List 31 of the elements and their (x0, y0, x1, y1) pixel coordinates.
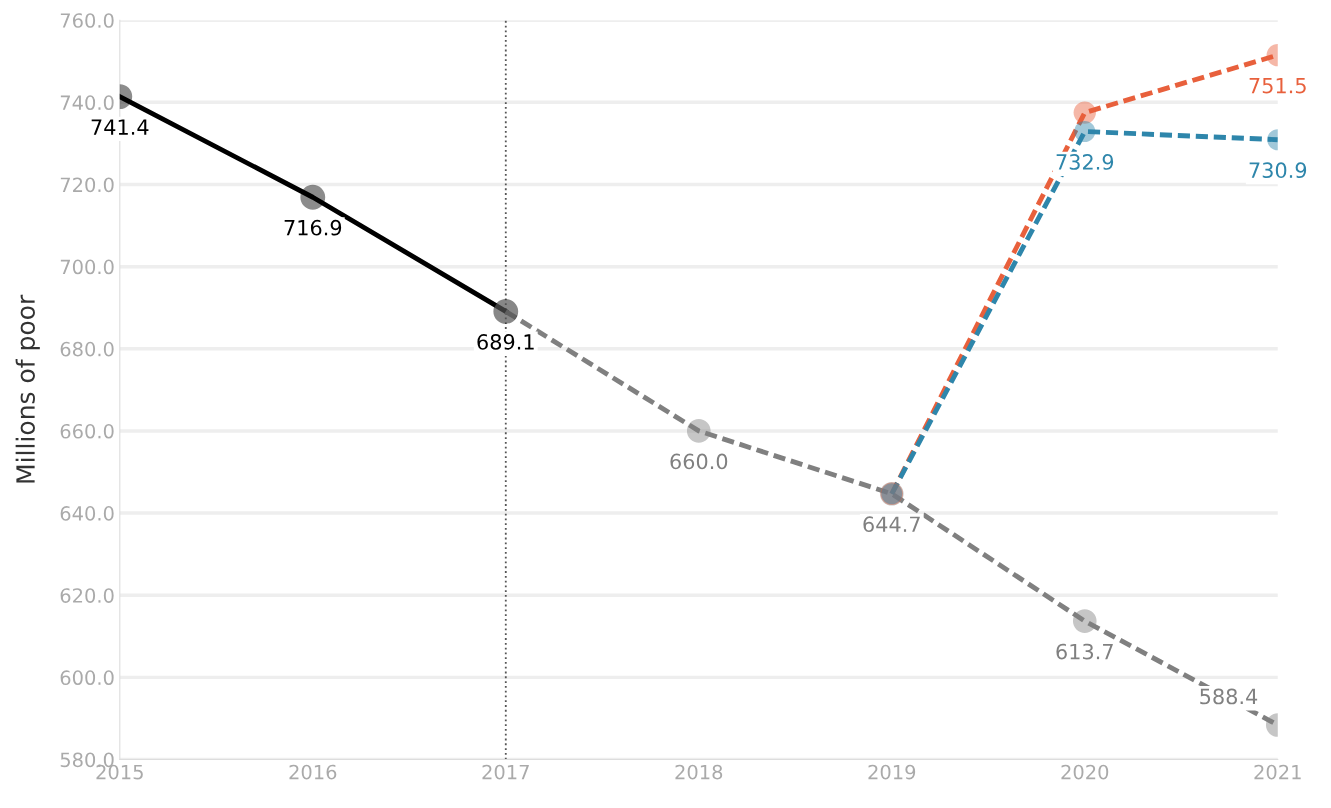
data-label: 730.9 (1249, 162, 1307, 179)
y-tick-label: 660.0 (60, 423, 114, 439)
y-tick-label: 600.0 (60, 670, 114, 686)
point (1072, 609, 1097, 633)
y-tick-label: 740.0 (60, 95, 114, 111)
y-tick-label: 620.0 (60, 588, 114, 603)
data-label: 716.9 (284, 219, 342, 236)
x-tick-label: 2018 (675, 764, 723, 780)
x-tick-label: 2019 (868, 764, 916, 780)
x-tick-label: 2017 (482, 764, 529, 780)
data-label: 741.4 (91, 119, 149, 135)
x-tick-label: 2020 (1061, 764, 1109, 780)
data-label: 588.4 (1200, 688, 1258, 705)
x-tick-label: 2016 (289, 764, 337, 780)
data-label: 660.0 (670, 453, 728, 470)
y-tick-label: 640.0 (60, 506, 114, 521)
data-label: 644.7 (863, 516, 920, 533)
point (1074, 120, 1096, 143)
y-axis-title: Millions of poor (15, 294, 40, 483)
x-tick-label: 2021 (1254, 764, 1301, 780)
y-tick-label: 720.0 (60, 177, 114, 193)
y-tick-label: 680.0 (60, 341, 114, 357)
data-label: 751.5 (1249, 77, 1306, 94)
data-label: 689.1 (477, 334, 534, 350)
data-label: 732.9 (1056, 154, 1114, 170)
point (686, 419, 711, 443)
y-tick-label: 700.0 (60, 259, 114, 275)
data-label: 613.7 (1056, 643, 1113, 660)
point (300, 184, 326, 210)
y-tick-label: 760.0 (60, 13, 114, 28)
point (1073, 101, 1096, 124)
